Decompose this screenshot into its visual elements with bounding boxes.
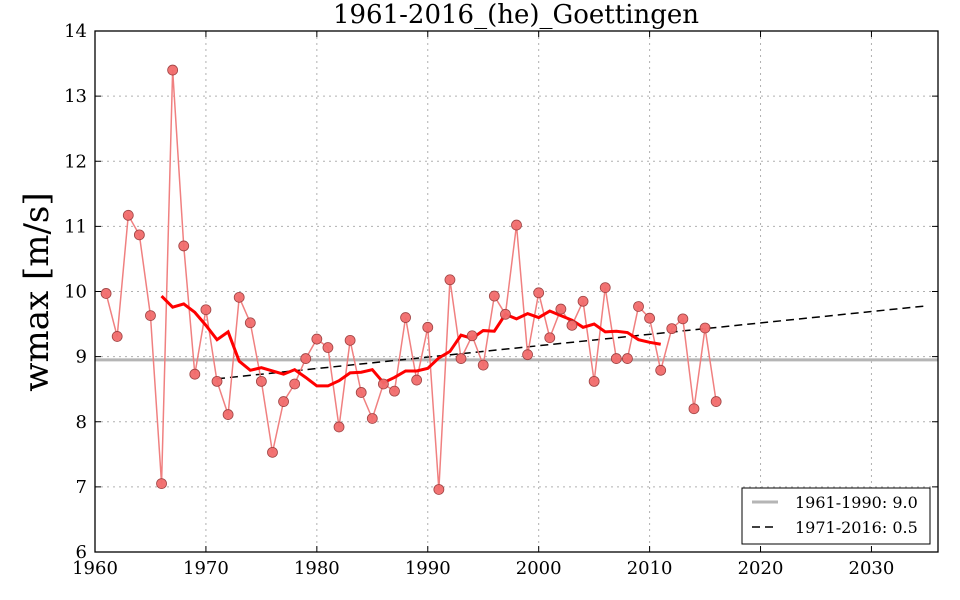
data-point — [122, 209, 134, 221]
data-point — [599, 282, 611, 293]
data-point — [211, 375, 223, 387]
grid — [95, 31, 938, 552]
legend-box — [741, 487, 931, 545]
data-point — [566, 319, 578, 331]
trend-line — [216, 305, 927, 380]
y-tick-label: 12 — [64, 151, 87, 172]
data-point — [511, 219, 522, 231]
data-point — [488, 290, 500, 302]
y-tick-label: 6 — [76, 542, 87, 563]
data-point — [344, 334, 356, 346]
data-point — [411, 374, 423, 386]
data-point — [688, 403, 700, 415]
data-point — [233, 291, 245, 303]
legend: 1961-1990: 9.0 1971-2016: 0.5 — [741, 487, 931, 545]
data-point — [699, 322, 711, 334]
data-point — [300, 353, 312, 364]
data-point — [289, 378, 301, 390]
data-point — [133, 229, 145, 241]
data-point — [167, 64, 179, 76]
x-tick-label: 2010 — [627, 558, 673, 579]
data-point — [555, 303, 567, 315]
data-point — [400, 312, 411, 323]
data-point — [322, 342, 334, 353]
annual-series-line — [105, 70, 717, 490]
y-tick-label: 9 — [76, 347, 87, 368]
data-point — [666, 323, 678, 335]
data-point — [278, 396, 289, 407]
y-tick-label: 14 — [64, 21, 87, 42]
legend-label-baseline: 1961-1990: 9.0 — [795, 493, 918, 512]
y-tick-label: 11 — [64, 216, 87, 237]
data-point — [200, 304, 212, 316]
legend-label-trend: 1971-2016: 0.5 — [795, 518, 918, 537]
y-axis-label: wmax [m/s] — [17, 192, 57, 391]
data-point — [622, 353, 633, 364]
x-tick-label: 2030 — [849, 558, 895, 579]
series — [95, 64, 938, 495]
data-point — [267, 446, 278, 458]
data-point — [244, 317, 256, 329]
data-point — [156, 478, 167, 490]
data-point — [389, 385, 400, 397]
data-point — [477, 359, 489, 371]
data-point — [255, 375, 267, 387]
data-point — [466, 330, 478, 342]
data-point — [655, 364, 667, 376]
data-point — [422, 321, 434, 333]
data-point — [444, 274, 456, 286]
y-tick-label: 13 — [64, 86, 87, 107]
data-point — [366, 413, 378, 424]
chart-title: 1961-2016_(he)_Goettingen — [333, 0, 699, 30]
data-point — [533, 287, 545, 299]
x-tick-label: 1980 — [294, 558, 340, 579]
data-point — [222, 409, 234, 420]
data-point — [333, 421, 345, 433]
running-mean-line — [160, 294, 661, 388]
data-point — [610, 353, 622, 364]
data-point — [377, 378, 389, 390]
data-point — [311, 333, 323, 345]
data-point — [577, 295, 589, 307]
data-point — [522, 349, 533, 361]
x-tick-label: 1990 — [405, 558, 451, 579]
data-point — [644, 312, 656, 324]
data-point — [111, 331, 123, 342]
data-point — [189, 368, 201, 380]
data-point — [455, 353, 467, 364]
data-point — [355, 387, 367, 398]
x-tick-label: 1970 — [183, 558, 229, 579]
data-point — [710, 396, 722, 407]
y-tick-label: 10 — [64, 282, 87, 303]
x-tick-label: 2020 — [738, 558, 784, 579]
x-tick-label: 1960 — [72, 558, 118, 579]
y-tick-label: 7 — [76, 477, 87, 498]
data-point — [677, 313, 689, 325]
data-point — [544, 332, 556, 344]
data-point — [100, 288, 112, 299]
data-point — [633, 301, 644, 312]
ticks: 1960 1970 1980 1990 2000 2010 2020 2030 6 7 8 9 10 11… — [64, 21, 938, 579]
data-point — [433, 484, 445, 495]
x-tick-label: 2000 — [516, 558, 562, 579]
y-tick-label: 8 — [76, 412, 87, 433]
data-point — [178, 240, 190, 252]
data-point — [588, 375, 600, 387]
data-point — [500, 308, 511, 320]
data-point — [145, 310, 156, 321]
